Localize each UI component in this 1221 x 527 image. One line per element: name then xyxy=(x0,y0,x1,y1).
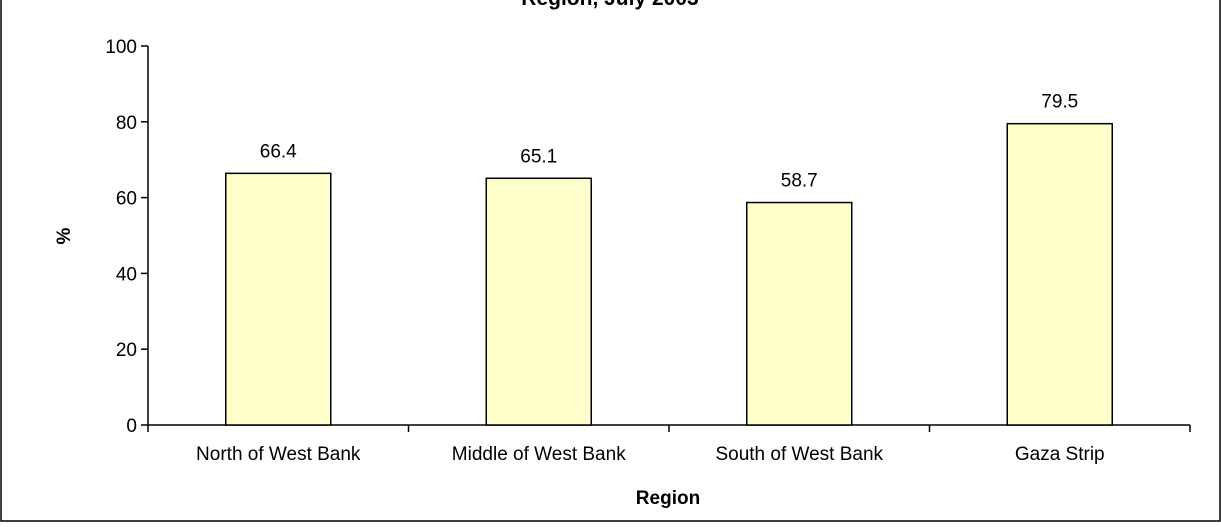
data-label: 66.4 xyxy=(260,141,297,162)
chart-title: Region, July 2003 xyxy=(521,0,698,10)
data-label: 58.7 xyxy=(781,171,818,192)
y-tick-label: 20 xyxy=(116,340,137,361)
y-tick-label: 0 xyxy=(126,416,137,437)
y-tick-label: 40 xyxy=(116,264,137,285)
y-tick-label: 80 xyxy=(116,113,137,134)
x-tick-label: North of West Bank xyxy=(196,444,361,465)
y-tick-label: 100 xyxy=(105,37,137,58)
x-tick-label: South of West Bank xyxy=(715,444,883,465)
x-tick-label: Gaza Strip xyxy=(1015,444,1105,465)
x-tick-label: Middle of West Bank xyxy=(452,444,626,465)
bar xyxy=(225,172,332,426)
bar xyxy=(1006,122,1113,426)
bars-group: 66.4 65.1 58.7 79.5 xyxy=(225,92,1113,426)
bar xyxy=(485,177,592,426)
bar xyxy=(746,201,853,426)
y-tick-label: 60 xyxy=(116,189,137,210)
data-label: 79.5 xyxy=(1041,92,1078,113)
data-label: 65.1 xyxy=(520,146,557,167)
y-axis-label: % xyxy=(54,227,75,244)
x-axis-label: Region xyxy=(636,488,700,509)
ticks-group: 0 20 40 60 80 100 North of West Bank Middle of … xyxy=(105,37,1191,465)
